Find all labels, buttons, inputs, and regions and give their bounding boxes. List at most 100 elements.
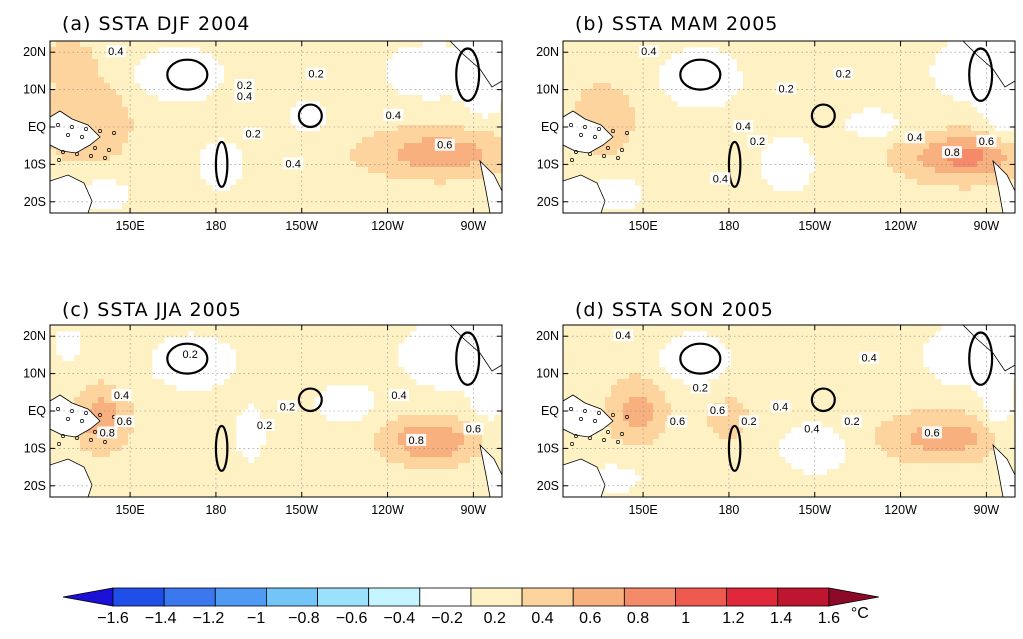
land-mass bbox=[50, 458, 93, 497]
colorbar-label: −0.2 bbox=[431, 610, 463, 627]
y-tick-label: 20N bbox=[536, 45, 559, 59]
zero-contour bbox=[810, 387, 836, 413]
y-tick-label: 20N bbox=[23, 329, 46, 343]
zero-contour bbox=[968, 331, 994, 386]
x-tick-label: 180 bbox=[205, 503, 226, 517]
contour-label: 0.8 bbox=[100, 427, 115, 439]
colorbar-label: −0.6 bbox=[336, 610, 368, 627]
x-tick-label: 150E bbox=[115, 503, 144, 517]
colorbar-swatch bbox=[317, 587, 370, 607]
contour-label: 0.6 bbox=[924, 427, 939, 439]
contour-label: 0.2 bbox=[778, 84, 793, 96]
colorbar-label: 1.6 bbox=[818, 610, 840, 627]
colorbar-label: −0.8 bbox=[288, 610, 320, 627]
y-tick-label: 20S bbox=[537, 195, 559, 209]
colorbar-unit: °C bbox=[851, 605, 869, 622]
colorbar-swatch bbox=[521, 587, 574, 607]
x-tick-label: 150E bbox=[115, 219, 144, 233]
contour-label: 0.2 bbox=[693, 383, 708, 395]
land-mass bbox=[563, 174, 606, 213]
y-tick-label: EQ bbox=[28, 404, 46, 418]
zero-contour bbox=[455, 47, 481, 102]
colorbar-arrow-right bbox=[828, 587, 879, 607]
contour-label: 0.8 bbox=[409, 435, 424, 447]
contour-label: 0.4 bbox=[907, 132, 922, 144]
contour-label: 0.6 bbox=[979, 136, 994, 148]
colorbar-label: 0.6 bbox=[579, 610, 601, 627]
y-tick-label: 10S bbox=[537, 441, 559, 455]
land-mass bbox=[50, 174, 93, 213]
colorbar-label: −1 bbox=[247, 610, 265, 627]
contour-label: 0.2 bbox=[237, 80, 252, 92]
sst-anomaly-field: 0.40.20.40.20.40.20.60.4 bbox=[50, 41, 502, 213]
panel-title: (a) SSTA DJF 2004 bbox=[62, 13, 250, 35]
contour-label: 0.8 bbox=[944, 147, 959, 159]
colorbar-label: −1.4 bbox=[145, 610, 177, 627]
contour-label: 0.6 bbox=[670, 416, 685, 428]
contour-label: 0.6 bbox=[117, 416, 132, 428]
colorbar-swatch bbox=[265, 587, 318, 607]
y-tick-label: 20N bbox=[23, 45, 46, 59]
contour-label: 0.4 bbox=[615, 330, 630, 342]
colorbar-arrow-left bbox=[62, 587, 114, 607]
colorbar-swatch bbox=[163, 587, 216, 607]
x-tick-label: 180 bbox=[718, 503, 739, 517]
zero-contour bbox=[679, 342, 722, 375]
y-tick-label: 20S bbox=[24, 479, 46, 493]
x-tick-label: 150W bbox=[798, 503, 831, 517]
contour-label: 0.4 bbox=[114, 390, 129, 402]
colorbar-label: 0.8 bbox=[627, 610, 649, 627]
x-tick-label: 150W bbox=[798, 219, 831, 233]
contour-label: 0.4 bbox=[391, 390, 406, 402]
colorbar-swatch bbox=[368, 587, 421, 607]
contour-label: 0.4 bbox=[773, 401, 788, 413]
contour-label: 0.6 bbox=[466, 424, 481, 436]
land-mass bbox=[563, 394, 614, 438]
land-mass bbox=[479, 443, 502, 497]
y-tick-label: 10S bbox=[537, 157, 559, 171]
x-tick-label: 150W bbox=[285, 219, 318, 233]
contour-label: 0.4 bbox=[286, 158, 301, 170]
y-tick-label: 10N bbox=[536, 83, 559, 97]
colorbar-label: −1.2 bbox=[193, 610, 225, 627]
contour-label: 0.4 bbox=[861, 353, 876, 365]
x-tick-label: 90W bbox=[974, 219, 1000, 233]
zero-contour bbox=[727, 424, 742, 472]
colorbar-label: 1.2 bbox=[722, 610, 744, 627]
zero-contour bbox=[727, 140, 742, 188]
contour-label: 0.6 bbox=[710, 405, 725, 417]
x-tick-label: 150E bbox=[628, 503, 657, 517]
panel-title: (d) SSTA SON 2005 bbox=[575, 299, 774, 321]
colorbar-swatch bbox=[623, 587, 676, 607]
x-tick-label: 90W bbox=[974, 503, 1000, 517]
zero-contour bbox=[679, 58, 722, 91]
contour-label: 0.4 bbox=[108, 46, 123, 58]
contour-label: 0.4 bbox=[237, 91, 252, 103]
colorbar-label: −0.4 bbox=[384, 610, 416, 627]
contour-label: 0.2 bbox=[245, 128, 260, 140]
contour-label: 0.2 bbox=[308, 69, 323, 81]
colorbar-swatch bbox=[726, 587, 779, 607]
y-tick-label: 10S bbox=[24, 441, 46, 455]
x-tick-label: 120W bbox=[371, 503, 404, 517]
contour-label: 0.2 bbox=[750, 136, 765, 148]
land-mass bbox=[50, 110, 101, 154]
contour-label: 0.2 bbox=[741, 416, 756, 428]
x-tick-label: 120W bbox=[884, 503, 917, 517]
panel-title: (b) SSTA MAM 2005 bbox=[575, 13, 778, 35]
contour-label: 0.4 bbox=[804, 424, 819, 436]
land-mass bbox=[992, 443, 1015, 497]
contour-label: 0.2 bbox=[836, 69, 851, 81]
y-tick-label: 10N bbox=[23, 83, 46, 97]
contour-label: 0.4 bbox=[736, 121, 751, 133]
x-tick-label: 90W bbox=[461, 503, 487, 517]
y-tick-label: EQ bbox=[541, 404, 559, 418]
x-tick-label: 120W bbox=[884, 219, 917, 233]
x-tick-label: 120W bbox=[371, 219, 404, 233]
contour-label: 0.2 bbox=[257, 420, 272, 432]
colorbar-label: 1 bbox=[681, 610, 690, 627]
contour-label: 0.2 bbox=[183, 349, 198, 361]
x-tick-label: 180 bbox=[205, 219, 226, 233]
